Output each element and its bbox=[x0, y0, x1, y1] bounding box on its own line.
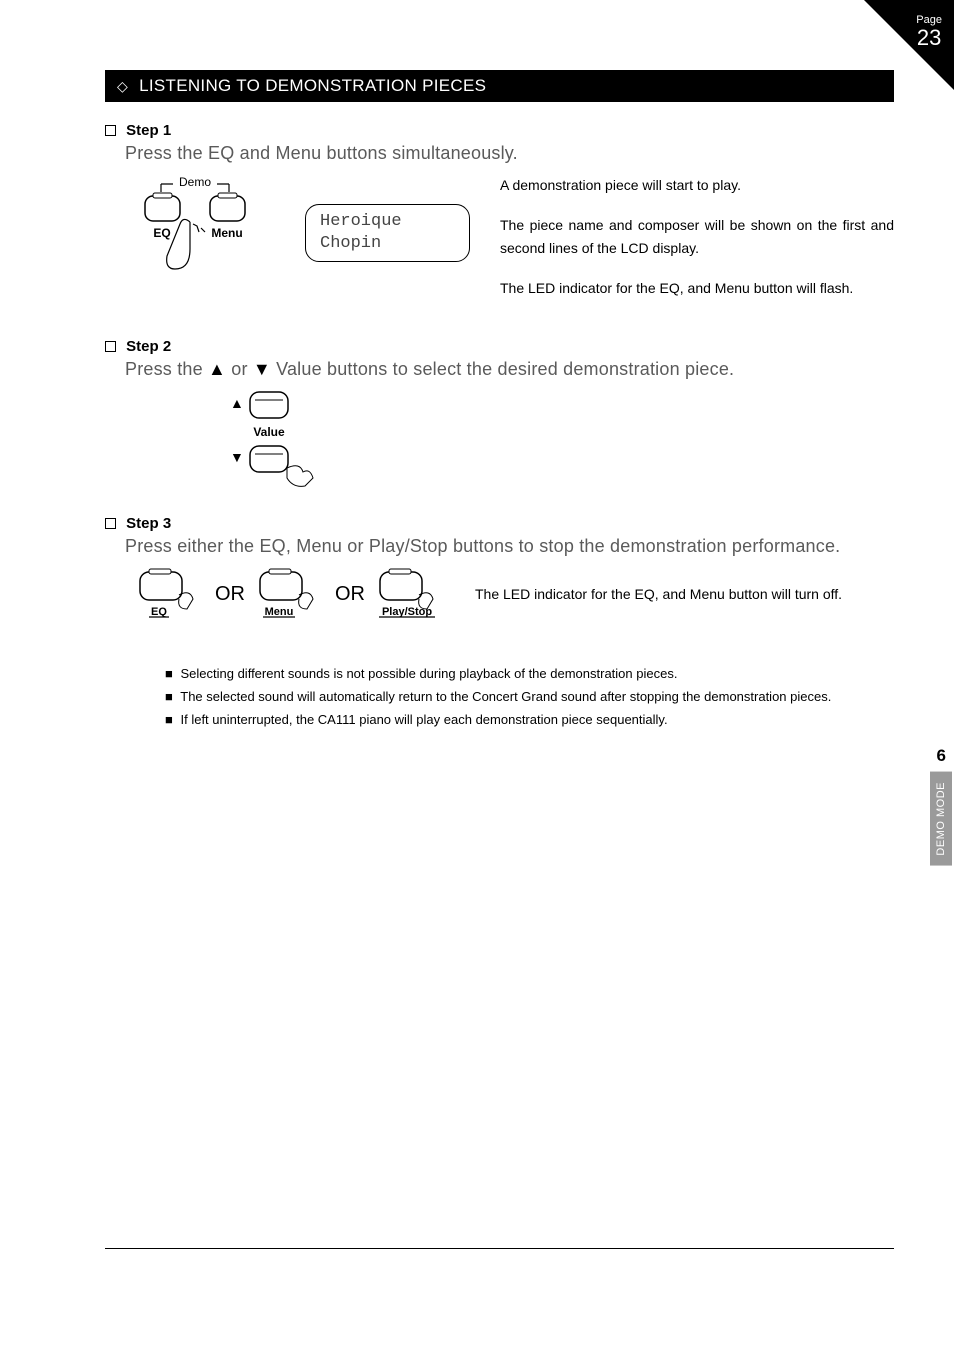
step3-row: EQ OR Menu OR Play/Stop The LED indicato… bbox=[135, 567, 894, 622]
bullet-icon: ■ bbox=[165, 666, 173, 681]
down-triangle-icon: ▼ bbox=[230, 449, 244, 465]
up-triangle-icon: ▲ bbox=[230, 395, 244, 411]
step1-label-text: Step 1 bbox=[126, 122, 171, 139]
page-content: ◇ LISTENING TO DEMONSTRATION PIECES Step… bbox=[0, 0, 954, 732]
step3-description: The LED indicator for the EQ, and Menu b… bbox=[475, 583, 894, 605]
note-2: ■ The selected sound will automatically … bbox=[165, 685, 894, 708]
step1-instruction: Press the EQ and Menu buttons simultaneo… bbox=[125, 143, 894, 164]
side-tab-label: DEMO MODE bbox=[930, 772, 952, 866]
step1-label: Step 1 bbox=[105, 122, 894, 139]
step2-suffix: Value buttons to select the desired demo… bbox=[271, 359, 734, 379]
lcd-display: Heroique Chopin bbox=[305, 204, 470, 262]
menu-label: Menu bbox=[265, 606, 294, 618]
note-3-text: If left uninterrupted, the CA111 piano w… bbox=[180, 712, 667, 727]
section-header: ◇ LISTENING TO DEMONSTRATION PIECES bbox=[105, 70, 894, 102]
step1-text2: The piece name and composer will be show… bbox=[500, 214, 894, 259]
step3-label: Step 3 bbox=[105, 515, 894, 532]
or-label-1: OR bbox=[215, 583, 245, 606]
step-box-icon bbox=[105, 125, 116, 136]
step1-block: Step 1 Press the EQ and Menu buttons sim… bbox=[105, 122, 894, 318]
section-title: LISTENING TO DEMONSTRATION PIECES bbox=[139, 76, 486, 95]
step-box-icon bbox=[105, 518, 116, 529]
step3-label-text: Step 3 bbox=[126, 515, 171, 532]
eq-menu-diagram: Demo EQ Menu bbox=[135, 174, 275, 289]
step2-mid: or bbox=[226, 359, 253, 379]
step-box-icon bbox=[105, 341, 116, 352]
step2-label-text: Step 2 bbox=[126, 338, 171, 355]
step3-block: Step 3 Press either the EQ, Menu or Play… bbox=[105, 515, 894, 622]
footer-divider bbox=[105, 1248, 894, 1249]
step1-row: Demo EQ Menu Heroique Chopin bbox=[105, 174, 894, 318]
eq-label: EQ bbox=[153, 226, 170, 240]
menu-button-svg: Menu bbox=[255, 567, 325, 622]
eq-menu-svg: Demo EQ Menu bbox=[135, 174, 275, 284]
note-2-text: The selected sound will automatically re… bbox=[180, 689, 831, 704]
page-number-block: Page 23 bbox=[916, 14, 942, 50]
bullet-icon: ■ bbox=[165, 689, 173, 704]
playstop-button-svg: Play/Stop bbox=[375, 567, 455, 622]
or-label-2: OR bbox=[335, 583, 365, 606]
lcd-line2: Chopin bbox=[320, 233, 455, 255]
step2-instruction: Press the ▲ or ▼ Value buttons to select… bbox=[125, 359, 894, 380]
value-diagram: ▲ Value ▼ bbox=[205, 390, 894, 495]
note-1: ■ Selecting different sounds is not poss… bbox=[165, 662, 894, 685]
diamond-icon: ◇ bbox=[117, 78, 128, 95]
eq-button-svg: EQ bbox=[135, 567, 205, 622]
value-label: Value bbox=[253, 425, 285, 439]
bullet-icon: ■ bbox=[165, 712, 173, 727]
step2-prefix: Press the bbox=[125, 359, 208, 379]
value-svg: ▲ Value ▼ bbox=[205, 390, 335, 490]
note-1-text: Selecting different sounds is not possib… bbox=[180, 666, 677, 681]
menu-label: Menu bbox=[211, 226, 242, 240]
notes-block: ■ Selecting different sounds is not poss… bbox=[165, 662, 894, 732]
playstop-label: Play/Stop bbox=[382, 606, 432, 618]
step1-text3: The LED indicator for the EQ, and Menu b… bbox=[500, 277, 894, 299]
eq-label: EQ bbox=[151, 606, 167, 618]
lcd-line1: Heroique bbox=[320, 211, 455, 233]
down-arrow-icon: ▼ bbox=[253, 359, 271, 379]
step1-description: A demonstration piece will start to play… bbox=[500, 174, 894, 318]
page-number: 23 bbox=[916, 26, 942, 50]
side-tab: 6 DEMO MODE bbox=[929, 740, 954, 866]
step2-label: Step 2 bbox=[105, 338, 894, 355]
step2-block: Step 2 Press the ▲ or ▼ Value buttons to… bbox=[105, 338, 894, 495]
step1-text1: A demonstration piece will start to play… bbox=[500, 174, 894, 196]
note-3: ■ If left uninterrupted, the CA111 piano… bbox=[165, 708, 894, 731]
side-tab-number: 6 bbox=[929, 740, 954, 772]
demo-label: Demo bbox=[179, 175, 211, 189]
up-arrow-icon: ▲ bbox=[208, 359, 226, 379]
step3-instruction: Press either the EQ, Menu or Play/Stop b… bbox=[125, 536, 894, 557]
page-corner: Page 23 bbox=[864, 0, 954, 90]
